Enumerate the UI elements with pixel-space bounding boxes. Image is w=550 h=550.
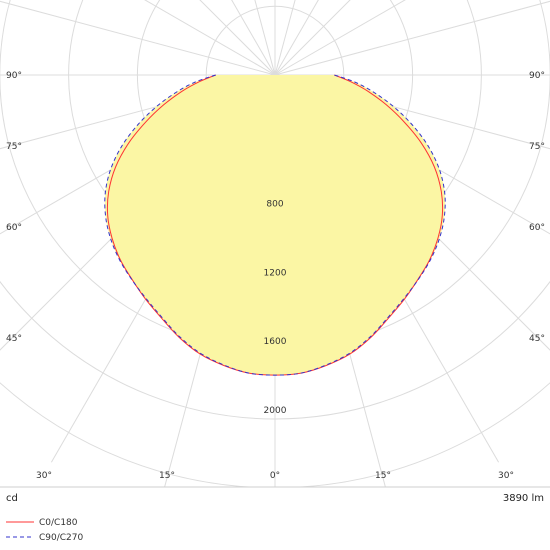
angle-label-bottom-0: 30° [36, 471, 52, 481]
angle-label-right-0: 45° [529, 334, 545, 344]
angle-label-left-0: 45° [6, 334, 22, 344]
angle-label-right-1: 60° [529, 223, 545, 233]
angle-label-bottom-3: 15° [375, 471, 391, 481]
series-line-1 [104, 74, 446, 376]
angle-label-bottom-4: 30° [498, 471, 514, 481]
grid-ray-l120 [144, 0, 276, 76]
radial-label-800: 800 [266, 200, 283, 210]
legend-label-c0-c180: C0/C180 [39, 518, 78, 528]
angle-label-left-3: 90° [6, 71, 22, 81]
grid-ray-r150 [274, 0, 319, 76]
unit-right-label: 3890 lm [503, 493, 544, 504]
grid-ray-r105 [274, 0, 550, 76]
legend: C0/C180 C90/C270 [6, 518, 84, 543]
series-layer [104, 74, 446, 376]
grid-ray-l135 [199, 0, 276, 76]
radial-label-1600: 1600 [264, 337, 287, 347]
angle-label-right-2: 75° [529, 142, 545, 152]
radial-label-2000: 2000 [264, 406, 287, 416]
angle-label-right-3: 90° [529, 71, 545, 81]
angle-label-left-1: 60° [6, 223, 22, 233]
angle-label-left-2: 75° [6, 142, 22, 152]
radial-label-1200: 1200 [264, 268, 287, 278]
grid-ray-l150 [231, 0, 276, 76]
legend-label-c90-c270: C90/C270 [39, 533, 84, 543]
grid-ray-r120 [274, 0, 406, 76]
grid-ray-l105 [0, 0, 276, 76]
fill-area-1 [104, 75, 446, 376]
tick-labels: 800 1200 1600 2000 30° 15° 0° 15° 30° 45° 60° 75° 90… [6, 71, 545, 481]
angle-label-bottom-2: 0° [270, 471, 280, 481]
intensity-fill [104, 75, 446, 376]
angle-label-bottom-1: 15° [159, 471, 175, 481]
unit-left-label: cd [6, 493, 18, 504]
grid-ray-r135 [274, 0, 351, 76]
grid-ray-l165 [254, 0, 276, 76]
grid-ray-r165 [274, 0, 296, 76]
